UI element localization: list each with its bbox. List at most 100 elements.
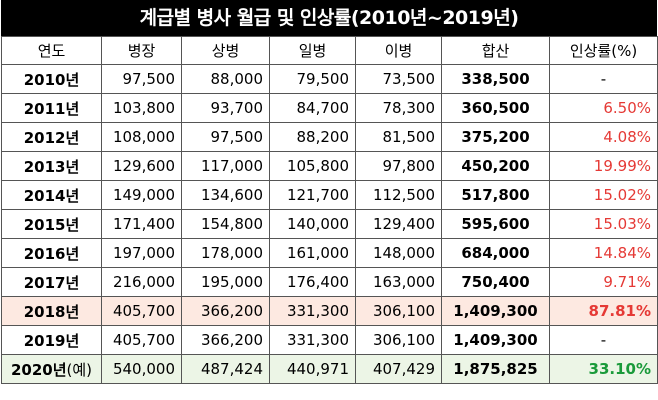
header-rate: 인상률(%)	[549, 36, 658, 65]
cell-pfc: 105,800	[269, 151, 356, 181]
cell-private: 407,429	[355, 354, 442, 384]
cell-corporal: 154,800	[181, 209, 270, 239]
cell-private: 306,100	[355, 325, 442, 355]
cell-sum: 595,600	[441, 209, 550, 239]
cell-year: 2011년	[1, 93, 102, 123]
cell-private: 163,000	[355, 267, 442, 297]
cell-pfc: 176,400	[269, 267, 356, 297]
cell-sergeant: 216,000	[101, 267, 182, 297]
cell-rate: 87.81%	[549, 296, 658, 326]
cell-sum: 517,800	[441, 180, 550, 210]
header-pfc: 일병	[269, 36, 356, 65]
year-label: 2015년	[23, 215, 80, 234]
chart-title: 계급별 병사 월급 및 인상률(2010년~2019년)	[1, 0, 657, 36]
cell-sum: 684,000	[441, 238, 550, 268]
cell-private: 306,100	[355, 296, 442, 326]
cell-year: 2018년	[1, 296, 102, 326]
cell-sum: 1,409,300	[441, 296, 550, 326]
cell-pfc: 440,971	[269, 354, 356, 384]
cell-private: 81,500	[355, 122, 442, 152]
table-row: 2020년(예) 540,000 487,424 440,971 407,429 1,87…	[1, 354, 658, 384]
cell-corporal: 117,000	[181, 151, 270, 181]
cell-pfc: 331,300	[269, 296, 356, 326]
table-row: 2010년 97,500 88,000 79,500 73,500 338,500-	[1, 64, 658, 94]
year-label: 2014년	[23, 186, 80, 205]
cell-sergeant: 129,600	[101, 151, 182, 181]
cell-sum: 360,500	[441, 93, 550, 123]
cell-rate: -	[549, 325, 658, 355]
table-row: 2015년 171,400 154,800 140,000 129,400 595,600…	[1, 209, 658, 239]
cell-year: 2019년	[1, 325, 102, 355]
cell-sergeant: 405,700	[101, 296, 182, 326]
cell-pfc: 84,700	[269, 93, 356, 123]
year-label: 2010년	[23, 70, 80, 89]
cell-corporal: 178,000	[181, 238, 270, 268]
cell-sergeant: 149,000	[101, 180, 182, 210]
cell-pfc: 140,000	[269, 209, 356, 239]
cell-rate: 6.50%	[549, 93, 658, 123]
cell-pfc: 121,700	[269, 180, 356, 210]
cell-year: 2010년	[1, 64, 102, 94]
year-label: 2012년	[23, 128, 80, 147]
cell-sergeant: 171,400	[101, 209, 182, 239]
table-row: 2016년 197,000 178,000 161,000 148,000 684,000…	[1, 238, 658, 268]
cell-sergeant: 540,000	[101, 354, 182, 384]
cell-sergeant: 405,700	[101, 325, 182, 355]
table-row: 2011년 103,800 93,700 84,700 78,300 360,500 6.5…	[1, 93, 658, 123]
cell-rate: 33.10%	[549, 354, 658, 384]
cell-sum: 450,200	[441, 151, 550, 181]
cell-corporal: 134,600	[181, 180, 270, 210]
year-label: 2013년	[23, 157, 80, 176]
table-row: 2012년 108,000 97,500 88,200 81,500 375,200 4.0…	[1, 122, 658, 152]
cell-sum: 1,875,825	[441, 354, 550, 384]
table-row: 2014년 149,000 134,600 121,700 112,500 517,800…	[1, 180, 658, 210]
cell-sergeant: 103,800	[101, 93, 182, 123]
header-row: 연도 병장 상병 일병 이병 합산 인상률(%)	[1, 36, 658, 65]
cell-private: 148,000	[355, 238, 442, 268]
cell-sergeant: 97,500	[101, 64, 182, 94]
cell-sum: 338,500	[441, 64, 550, 94]
cell-pfc: 88,200	[269, 122, 356, 152]
cell-sum: 375,200	[441, 122, 550, 152]
cell-corporal: 88,000	[181, 64, 270, 94]
year-label: 2016년	[23, 244, 80, 263]
cell-sergeant: 197,000	[101, 238, 182, 268]
table-row: 2017년 216,000 195,000 176,400 163,000 750,400…	[1, 267, 658, 297]
cell-year: 2017년	[1, 267, 102, 297]
header-year: 연도	[1, 36, 102, 65]
cell-year: 2014년	[1, 180, 102, 210]
cell-rate: 4.08%	[549, 122, 658, 152]
cell-corporal: 366,200	[181, 325, 270, 355]
cell-corporal: 97,500	[181, 122, 270, 152]
cell-corporal: 93,700	[181, 93, 270, 123]
cell-year: 2015년	[1, 209, 102, 239]
cell-private: 129,400	[355, 209, 442, 239]
cell-pfc: 331,300	[269, 325, 356, 355]
cell-pfc: 79,500	[269, 64, 356, 94]
year-label: 2018년	[23, 302, 80, 321]
cell-corporal: 487,424	[181, 354, 270, 384]
cell-year: 2016년	[1, 238, 102, 268]
year-label: 2017년	[23, 273, 80, 292]
cell-private: 112,500	[355, 180, 442, 210]
cell-corporal: 366,200	[181, 296, 270, 326]
salary-table: 연도 병장 상병 일병 이병 합산 인상률(%) 2010년 97,500 88,0…	[1, 36, 658, 384]
cell-rate: 9.71%	[549, 267, 658, 297]
cell-sergeant: 108,000	[101, 122, 182, 152]
year-estimate-note: (예)	[66, 360, 93, 379]
cell-rate: 19.99%	[549, 151, 658, 181]
cell-corporal: 195,000	[181, 267, 270, 297]
year-label: 2019년	[23, 331, 80, 350]
cell-year: 2020년(예)	[1, 354, 102, 384]
header-sergeant: 병장	[101, 36, 182, 65]
year-label: 2011년	[23, 99, 80, 118]
header-corporal: 상병	[181, 36, 270, 65]
cell-pfc: 161,000	[269, 238, 356, 268]
year-label: 2020년	[10, 360, 67, 379]
table-row: 2013년 129,600 117,000 105,800 97,800 450,200 1…	[1, 151, 658, 181]
cell-sum: 750,400	[441, 267, 550, 297]
cell-private: 97,800	[355, 151, 442, 181]
cell-year: 2013년	[1, 151, 102, 181]
table-row: 2018년 405,700 366,200 331,300 306,100 1,409,3…	[1, 296, 658, 326]
